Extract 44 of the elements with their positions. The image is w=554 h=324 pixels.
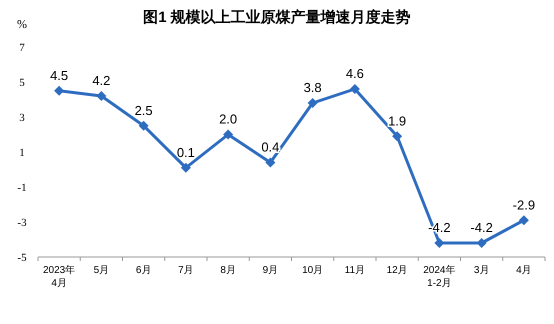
point xyxy=(308,98,318,108)
x-tick-label: 5月 xyxy=(94,265,110,276)
x-tick-label: 9月 xyxy=(262,265,278,276)
y-tick-label: -5 xyxy=(17,252,28,264)
data-label: 4.6 xyxy=(346,66,364,81)
point xyxy=(96,91,106,101)
point xyxy=(138,120,149,131)
data-label: 0.4 xyxy=(261,140,280,154)
x-tick-label: 3月 xyxy=(474,265,490,276)
point xyxy=(265,158,276,168)
y-tick-label: 5 xyxy=(19,77,26,89)
x-tick-label: 2023年 4月 xyxy=(43,264,76,289)
x-tick-label: 2024年 1-2月 xyxy=(423,264,456,289)
data-label: 3.8 xyxy=(304,80,322,95)
y-tick-label: 7 xyxy=(19,42,26,54)
x-tick-label: 4月 xyxy=(516,265,532,276)
data-label: -4.2 xyxy=(470,220,493,235)
point xyxy=(223,130,234,140)
point xyxy=(54,86,64,96)
data-label: 4.2 xyxy=(92,73,110,88)
data-label: 2.5 xyxy=(134,102,153,118)
point xyxy=(434,238,444,248)
y-tick-label: -1 xyxy=(17,182,27,194)
y-tick-label: 1 xyxy=(19,147,25,159)
x-tick-label: 12月 xyxy=(386,265,408,276)
point xyxy=(518,215,529,226)
y-tick-label: 3 xyxy=(19,112,26,124)
chart-title: 图1 规模以上工业原煤产量增速月度走势 xyxy=(143,8,411,26)
point xyxy=(476,238,487,248)
data-label: 4.5 xyxy=(50,68,68,83)
x-tick-label: 11月 xyxy=(344,265,366,276)
point xyxy=(392,131,402,142)
point xyxy=(350,84,360,94)
data-label: -2.9 xyxy=(512,197,536,212)
data-label: 0.1 xyxy=(176,144,195,160)
data-label: 2.0 xyxy=(219,112,238,126)
x-tick-label: 10月 xyxy=(302,265,324,276)
data-label: 1.9 xyxy=(388,113,406,128)
x-tick-label: 8月 xyxy=(220,265,236,276)
y-axis-title: % xyxy=(17,17,27,31)
point xyxy=(180,162,191,173)
x-tick-label: 7月 xyxy=(178,265,194,276)
y-tick-label: -3 xyxy=(17,217,28,229)
x-tick-label: 6月 xyxy=(136,265,152,276)
